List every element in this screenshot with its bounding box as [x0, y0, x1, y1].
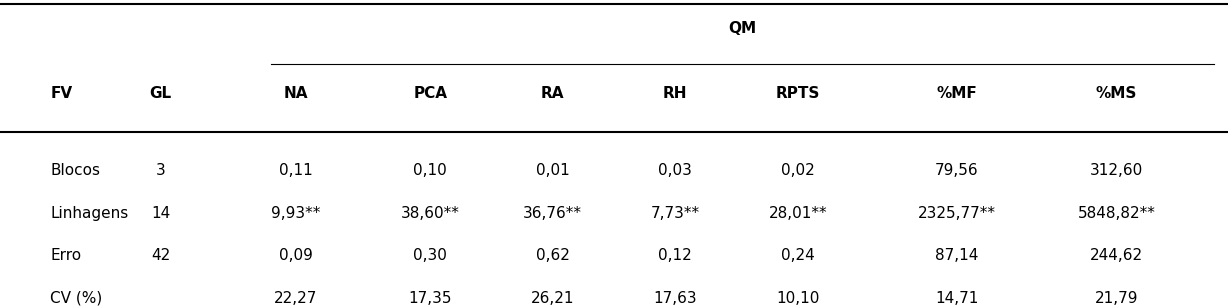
Text: PCA: PCA	[413, 86, 447, 102]
Text: 14: 14	[151, 206, 171, 221]
Text: 0,02: 0,02	[781, 163, 814, 178]
Text: 244,62: 244,62	[1089, 248, 1143, 263]
Text: 7,73**: 7,73**	[651, 206, 700, 221]
Text: RPTS: RPTS	[776, 86, 820, 102]
Text: 5848,82**: 5848,82**	[1077, 206, 1156, 221]
Text: CV (%): CV (%)	[50, 291, 103, 306]
Text: 17,35: 17,35	[409, 291, 452, 306]
Text: Linhagens: Linhagens	[50, 206, 129, 221]
Text: 0,62: 0,62	[535, 248, 570, 263]
Text: Erro: Erro	[50, 248, 81, 263]
Text: 28,01**: 28,01**	[769, 206, 828, 221]
Text: 9,93**: 9,93**	[270, 206, 321, 221]
Text: 3: 3	[156, 163, 166, 178]
Text: 79,56: 79,56	[936, 163, 979, 178]
Text: 0,12: 0,12	[658, 248, 693, 263]
Text: 14,71: 14,71	[936, 291, 979, 306]
Text: 42: 42	[151, 248, 171, 263]
Text: %MS: %MS	[1095, 86, 1137, 102]
Text: 0,11: 0,11	[279, 163, 312, 178]
Text: 87,14: 87,14	[936, 248, 979, 263]
Text: 0,30: 0,30	[414, 248, 447, 263]
Text: GL: GL	[150, 86, 172, 102]
Text: 38,60**: 38,60**	[400, 206, 459, 221]
Text: 0,01: 0,01	[535, 163, 570, 178]
Text: 0,03: 0,03	[658, 163, 693, 178]
Text: 22,27: 22,27	[274, 291, 317, 306]
Text: Blocos: Blocos	[50, 163, 101, 178]
Text: QM: QM	[728, 21, 756, 36]
Text: RH: RH	[663, 86, 688, 102]
Text: 312,60: 312,60	[1089, 163, 1143, 178]
Text: 2325,77**: 2325,77**	[919, 206, 996, 221]
Text: 0,24: 0,24	[781, 248, 814, 263]
Text: RA: RA	[542, 86, 565, 102]
Text: 0,09: 0,09	[279, 248, 312, 263]
Text: 17,63: 17,63	[653, 291, 698, 306]
Text: 36,76**: 36,76**	[523, 206, 582, 221]
Text: %MF: %MF	[937, 86, 977, 102]
Text: NA: NA	[284, 86, 308, 102]
Text: 10,10: 10,10	[776, 291, 819, 306]
Text: 26,21: 26,21	[530, 291, 575, 306]
Text: 0,10: 0,10	[414, 163, 447, 178]
Text: 21,79: 21,79	[1094, 291, 1138, 306]
Text: FV: FV	[50, 86, 72, 102]
